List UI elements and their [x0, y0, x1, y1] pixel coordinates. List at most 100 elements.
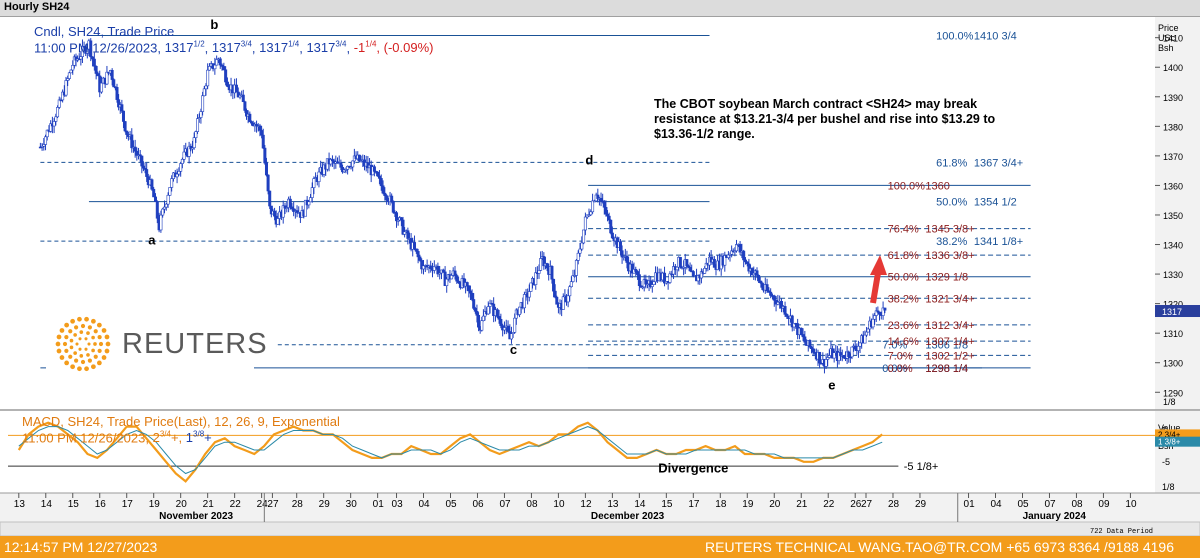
candle-body	[445, 278, 449, 287]
candle-body	[856, 345, 860, 351]
candle-body	[712, 259, 716, 268]
fib-right-pct-2: 61.8%	[888, 250, 919, 262]
time-tick-label: 29	[915, 499, 927, 510]
candle-body	[790, 315, 794, 328]
candle-body	[583, 216, 587, 231]
candle-body	[811, 348, 815, 353]
last-price-value: 1317	[1162, 307, 1182, 317]
candle-body	[201, 95, 205, 112]
candle-body	[120, 104, 124, 112]
candle-body	[56, 107, 60, 118]
last-price-marker	[1155, 305, 1200, 318]
time-tick-label: 24	[257, 499, 269, 510]
logo-dot	[68, 354, 73, 359]
logo-dot	[97, 348, 102, 353]
macd-header-line1: MACD, SH24, Trade Price(Last), 12, 26, 9…	[22, 414, 340, 429]
candle-body	[406, 230, 410, 239]
reuters-logo: REUTERS	[46, 304, 267, 384]
month-label: January 2024	[1023, 511, 1087, 522]
price-tick-label: 1330	[1163, 270, 1183, 280]
candle-body	[630, 263, 634, 274]
fib-left-pct-0: 100.0%	[936, 30, 974, 42]
candle-body	[268, 190, 272, 207]
candle-body	[552, 278, 556, 292]
macd-reference-label: -5 1/8+	[904, 461, 939, 473]
analysis-annotation: The CBOT soybean March contract <SH24> m…	[654, 97, 996, 141]
candle-body	[582, 229, 586, 244]
data-period-label: 722 Data Period	[1090, 528, 1153, 536]
candle-body	[574, 260, 578, 276]
candle-body	[652, 281, 656, 285]
candle-body	[429, 265, 433, 269]
candle-body	[591, 200, 595, 213]
time-tick-label: 04	[991, 499, 1003, 510]
logo-dot	[93, 342, 97, 346]
fib-right-pct-3: 50.0%	[888, 272, 919, 284]
fib-right-pct-8: 0.0%	[888, 363, 913, 375]
fib-left-value-5: 1298 1/4	[925, 363, 968, 375]
candle-body	[283, 205, 287, 209]
candle-body	[310, 187, 314, 198]
logo-dot	[56, 334, 62, 340]
scrollbar-track[interactable]	[0, 521, 1200, 536]
swing-label-d: d	[585, 153, 593, 168]
logo-dot	[77, 366, 82, 372]
chart-header-line1: Cndl, SH24, Trade Price	[34, 24, 175, 39]
candle-body	[260, 130, 264, 136]
axis-layer: PriceUScBsh12901300131013201330134013501…	[14, 23, 1200, 536]
swing-label-a: a	[148, 233, 156, 248]
signal-value-marker	[1155, 436, 1200, 447]
ohlc-low: 13171/4	[259, 40, 300, 56]
candle-body	[432, 266, 436, 271]
candle-body	[89, 40, 93, 58]
price-change: -11/4, (-0.09%)	[353, 40, 434, 56]
time-tick-label: 05	[1017, 499, 1029, 510]
candle-body	[527, 291, 531, 298]
candle-body	[218, 58, 222, 66]
time-tick-label: 06	[472, 499, 484, 510]
price-tick-label: 1300	[1163, 359, 1183, 369]
time-tick-label: 28	[292, 499, 304, 510]
time-tick-label: 26	[850, 499, 862, 510]
candle-body	[757, 275, 761, 282]
candle-body	[112, 79, 116, 88]
fib-right-pct-7: 7.0%	[888, 350, 913, 362]
candle-body	[801, 334, 805, 338]
candle-body	[663, 272, 667, 284]
macd-axis-bg	[1155, 411, 1200, 493]
candle-body	[738, 244, 742, 253]
candle-body	[155, 201, 159, 219]
logo-dot	[91, 364, 96, 370]
price-tick-label: 1390	[1163, 93, 1183, 103]
candle-body	[133, 146, 137, 152]
candle-body	[534, 272, 538, 285]
logo-dot	[80, 323, 86, 329]
candle-body	[792, 322, 796, 328]
chart-header-line2: 11:00 PM 12/26/2023, 13171/2, 13173/4, 1…	[34, 40, 434, 56]
candle-body	[808, 340, 812, 348]
candle-body	[390, 195, 394, 202]
time-tick-label: 09	[1098, 499, 1110, 510]
candle-body	[164, 203, 168, 208]
time-tick-label: 19	[742, 499, 754, 510]
candle-body	[743, 259, 747, 263]
macd-panel-bg	[0, 411, 1155, 493]
time-tick-label: 07	[499, 499, 511, 510]
logo-dot	[93, 329, 98, 334]
candle-body	[281, 205, 285, 218]
candle-body	[422, 265, 426, 270]
candle-body	[620, 250, 624, 258]
price-axis-bg	[1155, 17, 1200, 410]
candle-body	[92, 58, 96, 67]
logo-dot	[78, 347, 82, 351]
swing-label-c: c	[510, 342, 517, 357]
status-contact: REUTERS TECHNICAL WANG.TAO@TR.COM +65 69…	[705, 539, 1174, 555]
signal-line	[18, 426, 883, 475]
candle-body	[602, 201, 606, 208]
candle-body	[609, 219, 613, 234]
fib-right-value-4: 1321 3/4+	[925, 293, 974, 305]
candle-body	[45, 129, 49, 138]
logo-dot	[64, 348, 69, 353]
candle-body	[441, 269, 445, 273]
candle-body	[179, 163, 183, 172]
